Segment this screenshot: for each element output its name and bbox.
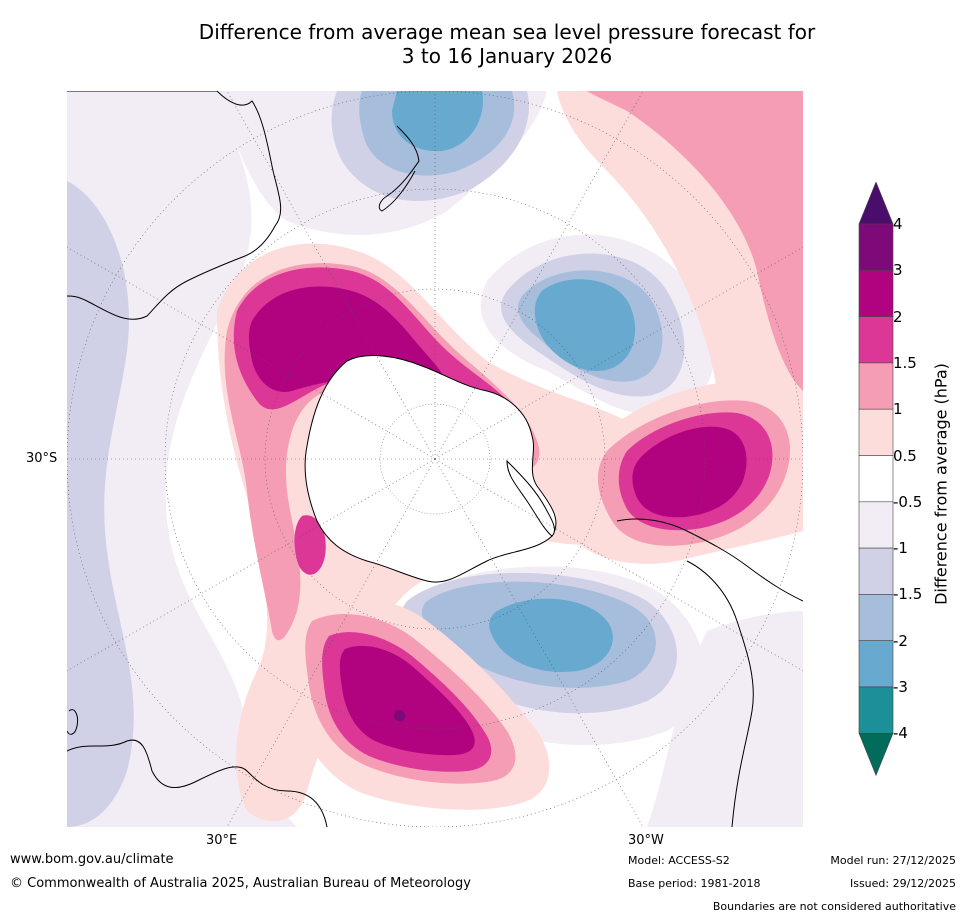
graticule	[67, 91, 803, 827]
colorbar-tick-label: 2	[893, 307, 903, 326]
latitude-circle-45s	[164, 188, 706, 730]
negative-anomaly-regions	[67, 91, 803, 827]
colorbar	[858, 182, 894, 777]
footer-model: Model: ACCESS-S2	[628, 854, 730, 867]
pressure-anomaly-map	[67, 91, 803, 827]
south-america-outline	[616, 518, 803, 827]
meridian-30w	[434, 458, 644, 827]
africa-outline	[67, 739, 328, 827]
meridian-60e	[67, 458, 436, 672]
colorbar-extend-max	[858, 182, 894, 225]
colorbar-extend-min	[858, 732, 894, 777]
colorbar-bin	[858, 686, 894, 734]
colorbar-bin	[858, 547, 894, 595]
lavender-west-band	[67, 181, 134, 827]
dark-purple-spot	[394, 709, 406, 722]
colorbar-tick-label: -1	[893, 539, 908, 558]
australia-outline	[67, 91, 282, 320]
latitude-label-30s: 30°S	[26, 451, 58, 466]
colorbar-bin	[858, 640, 894, 688]
title-line-2: 3 to 16 January 2026	[401, 44, 613, 68]
antarctic-peninsula	[506, 459, 555, 537]
footer-base-period: Base period: 1981-2018	[628, 877, 761, 890]
colorbar-title: Difference from average (hPa)	[931, 363, 951, 605]
colorbar-tick-label: -4	[893, 724, 908, 743]
colorbar-bin	[858, 362, 894, 410]
colorbar-tick-label: -0.5	[893, 492, 923, 511]
meridian-150e	[226, 91, 436, 460]
meridian-30e	[226, 458, 436, 827]
meridian-120w	[434, 246, 803, 460]
continent-outlines	[67, 91, 803, 827]
footer-model-run: Model run: 27/12/2025	[830, 854, 956, 867]
magenta-central-lower	[294, 515, 326, 575]
teal-north-core	[392, 91, 483, 152]
footer-website[interactable]: www.bom.gov.au/climate	[10, 852, 174, 867]
antarctica-continent	[304, 355, 557, 583]
colorbar-tick-label: 0.5	[893, 446, 917, 465]
colorbar-bin	[858, 270, 894, 317]
meridian-120e	[67, 246, 436, 460]
meridian-60w	[434, 458, 803, 672]
pink-northeast-corner-inner	[587, 91, 803, 391]
purple-east-core	[632, 426, 747, 518]
footer-disclaimer: Boundaries are not considered authoritat…	[712, 900, 956, 913]
colorbar-bin	[858, 455, 894, 503]
purple-south-core	[339, 645, 475, 756]
madagascar-outline	[67, 709, 78, 735]
colorbar-tick-label: 3	[893, 261, 903, 280]
teal-northeast-core	[534, 279, 636, 371]
colorbar-tick-label: 1.5	[893, 353, 917, 372]
colorbar-bin	[858, 408, 894, 456]
colorbar-tick-label: -2	[893, 631, 908, 650]
title-line-1: Difference from average mean sea level p…	[198, 20, 816, 44]
longitude-label-30w: 30°W	[628, 833, 664, 848]
footer-issued: Issued: 29/12/2025	[849, 877, 956, 890]
chart-title: Difference from average mean sea level p…	[0, 20, 965, 68]
colorbar-tick-label: 1	[893, 400, 903, 419]
latitude-circle-60s	[264, 288, 606, 630]
teal-south-core	[489, 598, 613, 672]
colorbar-tick-label: 4	[893, 215, 903, 233]
meridian-150w	[434, 91, 644, 460]
lilac-southeast-corner	[647, 611, 803, 827]
new-zealand-outline	[378, 125, 420, 212]
colorbar-bin	[858, 501, 894, 549]
colorbar-bin	[858, 594, 894, 641]
colorbar-tick-label: -3	[893, 678, 908, 696]
colorbar-bin	[858, 223, 894, 271]
footer-copyright: © Commonwealth of Australia 2025, Austra…	[10, 876, 471, 891]
colorbar-tick-label: -1.5	[893, 585, 923, 604]
longitude-label-30e: 30°E	[206, 833, 238, 848]
colorbar-bin	[858, 316, 894, 364]
